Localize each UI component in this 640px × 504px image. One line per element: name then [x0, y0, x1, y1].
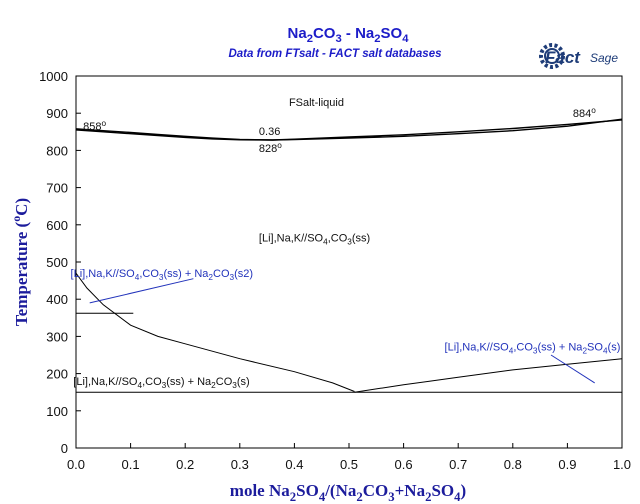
x-tick-label: 0.2 [176, 457, 194, 472]
y-tick-label: 800 [46, 143, 68, 158]
chart-subtitle: Data from FTsalt - FACT salt databases [228, 48, 441, 60]
x-tick-label: 0.7 [449, 457, 467, 472]
region-labels: FSalt-liquid 858o 884o 0.36 828o [Li],Na,K//S… [71, 97, 621, 390]
label-ss-na2co3-s2: [Li],Na,K//SO4,CO3(ss) + Na2CO3(s2) [71, 268, 254, 282]
label-mp-right: 884o [573, 105, 596, 120]
x-axis-label: mole Na2SO4/(Na2CO3+Na2SO4) [230, 481, 466, 504]
y-tick-label: 400 [46, 292, 68, 307]
label-ss-label: [Li],Na,K//SO4,CO3(ss) [259, 233, 370, 247]
series-pointer-left [89, 278, 194, 304]
logo-brand: Fact [545, 48, 581, 67]
logo-gear-icon [539, 43, 565, 69]
x-tick-label: 1.0 [613, 457, 631, 472]
y-tick-label: 900 [46, 106, 68, 121]
label-ss-na2so4: [Li],Na,K//SO4,CO3(ss) + Na2SO4(s) [445, 342, 621, 356]
axis-ticks: 0.0 0.1 0.2 0.3 0.4 0.5 0.6 0.7 0.8 0.9 1.0 0 100 200… [39, 69, 631, 472]
x-tick-label: 0.8 [504, 457, 522, 472]
x-tick-label: 0.5 [340, 457, 358, 472]
y-tick-label: 100 [46, 404, 68, 419]
y-tick-label: 300 [46, 329, 68, 344]
x-axis-label-text: mole Na2SO4/(Na2CO3+Na2SO4) [230, 481, 466, 504]
series-solidus [75, 119, 623, 141]
y-tick-label: 500 [46, 255, 68, 270]
logo-suffix: Sage [590, 51, 618, 65]
y-axis-label: Temperature (oC) [9, 198, 31, 326]
y-tick-label: 1000 [39, 69, 68, 84]
phase-boundaries [75, 118, 623, 393]
series-solvus-left [75, 272, 355, 392]
label-min-x: 0.36 [259, 126, 280, 138]
label-mp-left: 858o [83, 118, 106, 133]
chart-title-text: Na2CO3 - Na2SO4 [288, 25, 410, 45]
series-solvus-right [354, 358, 623, 393]
x-tick-label: 0.9 [558, 457, 576, 472]
label-liquid-label: FSalt-liquid [289, 97, 344, 109]
chart-title: Na2CO3 - Na2SO4 [288, 25, 410, 45]
x-tick-label: 0.4 [285, 457, 303, 472]
y-tick-label: 0 [61, 441, 68, 456]
y-tick-label: 200 [46, 367, 68, 382]
series-pointer-right [550, 354, 595, 384]
x-tick-label: 0.0 [67, 457, 85, 472]
y-axis-label-text: Temperature (oC) [9, 198, 31, 326]
x-tick-label: 0.6 [395, 457, 413, 472]
factsage-logo: Fact Sage [539, 43, 618, 69]
y-tick-label: 700 [46, 181, 68, 196]
label-ss-na2co3-s: [Li],Na,K//SO4,CO3(ss) + Na2CO3(s) [73, 376, 249, 390]
x-tick-label: 0.3 [231, 457, 249, 472]
x-tick-label: 0.1 [122, 457, 140, 472]
label-min-t: 828o [259, 140, 282, 155]
y-tick-label: 600 [46, 218, 68, 233]
